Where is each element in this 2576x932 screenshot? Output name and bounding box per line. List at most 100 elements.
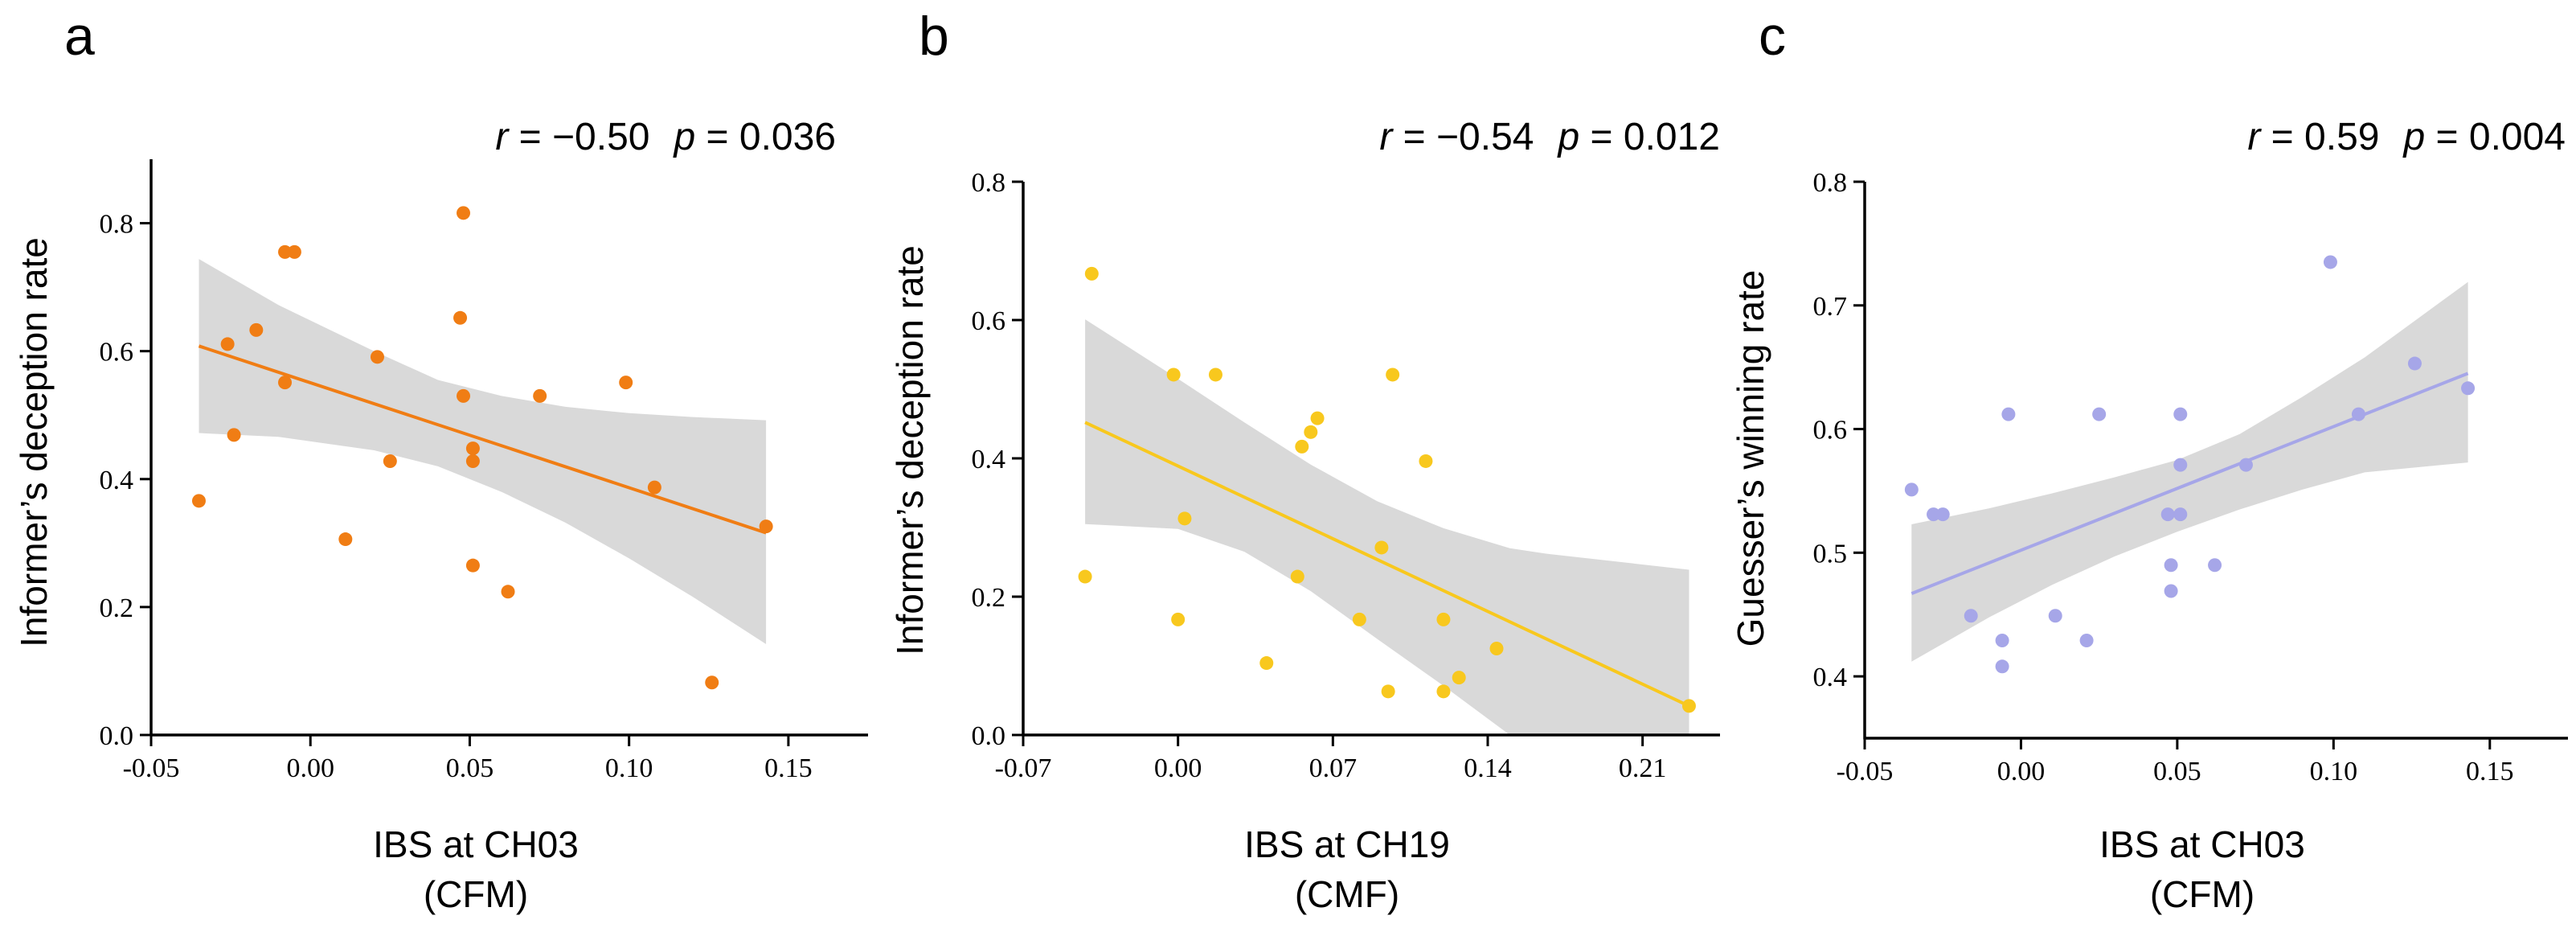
- data-point: [2323, 255, 2337, 269]
- data-point: [457, 388, 471, 403]
- p-value: = 0.004: [2425, 116, 2566, 158]
- x-tick-label: 0.05: [446, 753, 494, 783]
- panel-c: c r = 0.59 p = 0.004 -0.05 0.00 0.05 0.10 0.1…: [1730, 6, 2568, 915]
- r-symbol: r: [1379, 116, 1394, 158]
- confidence-band: [1085, 319, 1689, 735]
- data-point: [1084, 266, 1099, 281]
- data-point: [1964, 609, 1978, 623]
- data-point: [1310, 411, 1325, 425]
- data-point: [705, 675, 719, 690]
- y-tick-label: 0.2: [100, 593, 134, 623]
- stat-annotation-b: r = −0.54 p = 0.012: [1379, 116, 1720, 158]
- y-tick-label: 0.4: [100, 466, 134, 495]
- data-point: [1208, 367, 1222, 382]
- x-tick-label: 0.07: [1309, 753, 1358, 783]
- data-point: [2160, 507, 2175, 522]
- y-tick-label: 0.2: [972, 583, 1006, 613]
- data-point: [2407, 356, 2422, 371]
- y-tick-label: 0.7: [1813, 292, 1848, 322]
- y-tick-label: 0.4: [972, 445, 1006, 474]
- y-tick-label: 0.6: [100, 338, 134, 367]
- data-point: [1304, 425, 1318, 439]
- x-axis-subtitle-c: (CFM): [2150, 873, 2255, 915]
- confidence-band: [199, 259, 767, 644]
- x-tick-label: 0.15: [2466, 757, 2514, 786]
- y-tick-label: 0.0: [100, 721, 134, 751]
- data-point: [338, 532, 353, 547]
- data-point: [1381, 684, 1395, 699]
- data-point: [2048, 609, 2062, 623]
- x-tick-label: -0.05: [1837, 757, 1894, 786]
- x-axis-title-b: IBS at CH19: [1244, 823, 1450, 865]
- data-point: [1290, 569, 1304, 584]
- data-point: [619, 376, 633, 390]
- data-point: [1489, 642, 1504, 655]
- y-tick-label: 0.6: [972, 306, 1006, 336]
- x-tick-label: 0.14: [1464, 753, 1512, 783]
- r-symbol: r: [2247, 116, 2262, 158]
- y-tick-label: 0.0: [972, 721, 1006, 751]
- data-point: [501, 585, 515, 599]
- y-axis-title-c: Guesser’s winning rate: [1730, 270, 1771, 647]
- data-point: [1995, 659, 2009, 674]
- p-value: = 0.012: [1579, 116, 1720, 158]
- x-tick-label: 0.21: [1619, 753, 1667, 783]
- data-point: [1078, 569, 1092, 584]
- stat-annotation-c: r = 0.59 p = 0.004: [2247, 116, 2566, 158]
- data-point: [1352, 612, 1366, 626]
- data-point: [759, 519, 773, 534]
- data-point: [2173, 507, 2188, 522]
- data-point: [2079, 634, 2094, 648]
- data-point: [370, 350, 384, 364]
- data-point: [278, 376, 293, 390]
- data-point: [249, 322, 264, 337]
- x-tick-label: 0.00: [286, 753, 334, 783]
- plot-area-c: -0.05 0.00 0.05 0.10 0.15 0.4 0.5 0.6 0.7 0.8: [1813, 168, 2568, 786]
- y-tick-label: 0.4: [1813, 663, 1848, 692]
- x-axis-title-c: IBS at CH03: [2099, 823, 2305, 865]
- regression-line: [1084, 421, 1690, 708]
- y-tick-label: 0.6: [1813, 416, 1848, 445]
- x-tick-label: 0.00: [1154, 753, 1202, 783]
- y-tick-label: 0.5: [1813, 539, 1848, 569]
- data-point: [2164, 584, 2178, 598]
- r-value: = 0.59: [2260, 116, 2379, 158]
- data-point: [1295, 439, 1309, 454]
- x-axis-subtitle-a: (CFM): [424, 873, 528, 915]
- data-point: [1374, 540, 1389, 555]
- y-tick-label: 0.8: [1813, 168, 1848, 198]
- p-symbol: p: [672, 116, 695, 158]
- data-point: [465, 441, 480, 456]
- data-point: [453, 310, 468, 325]
- data-point: [2164, 558, 2178, 573]
- data-point: [1995, 634, 2009, 648]
- y-tick-label: 0.8: [972, 168, 1006, 198]
- plot-area-a: -0.05 0.00 0.05 0.10 0.15 0.0 0.2 0.4 0.6 0.8: [100, 159, 868, 783]
- x-tick-label: 0.00: [1997, 757, 2046, 786]
- data-point: [2208, 558, 2222, 573]
- data-point: [278, 244, 293, 259]
- y-axis-title-b: Informer’s deception rate: [889, 245, 931, 655]
- data-point: [2461, 381, 2476, 396]
- data-point: [1177, 511, 1192, 526]
- x-axis-subtitle-b: (CMF): [1295, 873, 1399, 915]
- data-point: [191, 494, 206, 508]
- data-point: [383, 454, 397, 469]
- y-axis-title-a: Informer’s deception rate: [13, 237, 55, 647]
- y-tick-label: 0.8: [100, 210, 134, 240]
- r-symbol: r: [495, 116, 510, 158]
- stat-annotation-a: r = −0.50 p = 0.036: [495, 116, 836, 158]
- p-symbol: p: [1556, 116, 1579, 158]
- panel-letter-c: c: [1759, 6, 1786, 67]
- data-point: [1166, 367, 1181, 382]
- data-point: [2173, 458, 2188, 472]
- x-tick-label: 0.15: [764, 753, 813, 783]
- x-tick-label: 0.10: [605, 753, 653, 783]
- data-point: [1436, 684, 1451, 699]
- data-point: [2001, 407, 2016, 421]
- data-point: [1436, 612, 1451, 626]
- regression-line: [1910, 372, 2469, 595]
- panel-letter-a: a: [64, 6, 95, 67]
- x-tick-label: 0.05: [2153, 757, 2201, 786]
